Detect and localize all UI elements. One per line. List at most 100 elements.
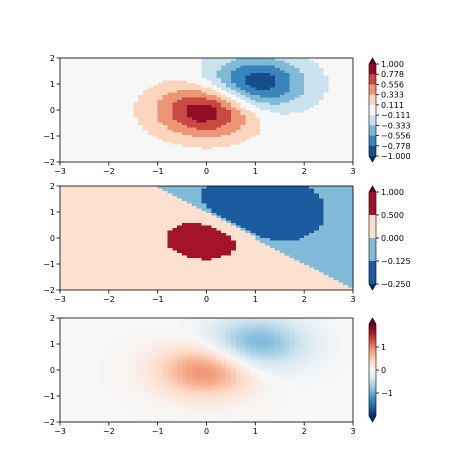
heatmap-cell <box>255 213 261 217</box>
heatmap-cell <box>206 247 212 251</box>
heatmap-cell <box>226 119 232 123</box>
heatmap-cell <box>79 228 86 232</box>
heatmap-cell <box>294 247 300 251</box>
heatmap-cell <box>99 215 105 219</box>
heatmap-cell <box>343 144 349 148</box>
heatmap-cell <box>113 77 120 81</box>
heatmap-cell <box>143 230 149 234</box>
heatmap-cell <box>138 200 144 204</box>
heatmap-cell <box>99 107 105 111</box>
heatmap-cell <box>89 65 95 69</box>
heatmap-cell <box>343 119 349 123</box>
heatmap-cell <box>240 77 247 81</box>
heatmap-cell <box>260 97 266 101</box>
heatmap-cell <box>113 122 120 126</box>
heatmap-cell <box>123 255 129 259</box>
heatmap-cell <box>128 270 134 274</box>
heatmap-cell <box>196 242 203 247</box>
heatmap-cell <box>172 82 178 86</box>
heatmap-cell <box>255 75 261 79</box>
heatmap-cell <box>206 275 212 279</box>
heatmap-cell <box>143 100 149 104</box>
heatmap-cell <box>323 208 330 212</box>
heatmap-cell <box>157 242 164 247</box>
heatmap-cell <box>138 119 144 123</box>
heatmap-cell <box>99 124 105 128</box>
heatmap-cell <box>99 208 105 212</box>
heatmap-cell <box>245 132 252 136</box>
heatmap-cell <box>206 112 212 116</box>
heatmap-cell <box>182 134 188 138</box>
heatmap-cell <box>274 100 281 104</box>
heatmap-cell <box>74 110 81 114</box>
heatmap-cell <box>147 142 154 146</box>
heatmap-cell <box>167 215 173 219</box>
heatmap-cell <box>108 132 115 136</box>
heatmap-cell <box>255 186 261 190</box>
heatmap-cell <box>245 105 252 109</box>
heatmap-cell <box>103 223 110 227</box>
heatmap-cell <box>118 62 125 67</box>
heatmap-cell <box>64 228 71 232</box>
heatmap-cell <box>99 218 105 222</box>
heatmap-cell <box>118 90 125 94</box>
heatmap-cell <box>162 85 169 89</box>
heatmap-cell <box>235 129 242 133</box>
heatmap-cell <box>172 208 178 212</box>
heatmap-cell <box>60 240 66 244</box>
heatmap-cell <box>191 242 198 247</box>
heatmap-cell <box>186 80 193 84</box>
heatmap-cell <box>94 233 100 237</box>
heatmap-cell <box>128 157 134 161</box>
heatmap-cell <box>289 142 295 146</box>
heatmap-cell <box>245 238 252 242</box>
heatmap-cell <box>323 62 330 67</box>
heatmap-cell <box>123 127 129 131</box>
heatmap-cell <box>128 95 134 99</box>
heatmap-cell <box>143 92 149 96</box>
heatmap-cell <box>284 154 291 158</box>
heatmap-cell <box>274 223 281 227</box>
heatmap-cell <box>255 117 261 121</box>
heatmap-cell <box>74 147 81 151</box>
heatmap-cell <box>323 252 330 256</box>
heatmap-cell <box>69 260 76 264</box>
heatmap-cell <box>279 134 286 138</box>
heatmap-cell <box>147 92 154 96</box>
heatmap-cell <box>118 114 125 119</box>
heatmap-cell <box>103 147 110 151</box>
heatmap-cell <box>89 250 95 254</box>
heatmap-cell <box>74 75 81 79</box>
heatmap-cell <box>147 215 154 219</box>
heatmap-cell <box>289 152 295 156</box>
heatmap-cell <box>191 142 198 146</box>
heatmap-cell <box>133 119 139 123</box>
heatmap-cell <box>103 200 110 204</box>
heatmap-cell <box>211 147 217 151</box>
heatmap-cell <box>245 112 252 116</box>
heatmap-cell <box>118 127 125 131</box>
heatmap-cell <box>138 90 144 94</box>
heatmap-cell <box>64 97 71 101</box>
heatmap-cell <box>348 87 354 91</box>
heatmap-cell <box>133 154 139 158</box>
heatmap-cell <box>152 117 159 121</box>
heatmap-cell <box>84 159 90 163</box>
heatmap-cell <box>313 245 320 249</box>
heatmap-cell <box>343 203 349 207</box>
heatmap-cell <box>128 107 134 111</box>
heatmap-cell <box>118 67 125 71</box>
heatmap-cell <box>143 105 149 109</box>
heatmap-cell <box>274 208 281 212</box>
heatmap-cell <box>226 97 232 101</box>
heatmap-cell <box>230 210 237 214</box>
heatmap-cell <box>94 238 100 242</box>
heatmap-cell <box>328 134 335 138</box>
heatmap-cell <box>191 82 198 86</box>
heatmap-cell <box>89 92 95 96</box>
heatmap-cell <box>196 139 203 143</box>
heatmap-cell <box>289 193 295 197</box>
heatmap-cell <box>94 92 100 96</box>
heatmap-cell <box>274 225 281 229</box>
heatmap-cell <box>294 90 300 94</box>
